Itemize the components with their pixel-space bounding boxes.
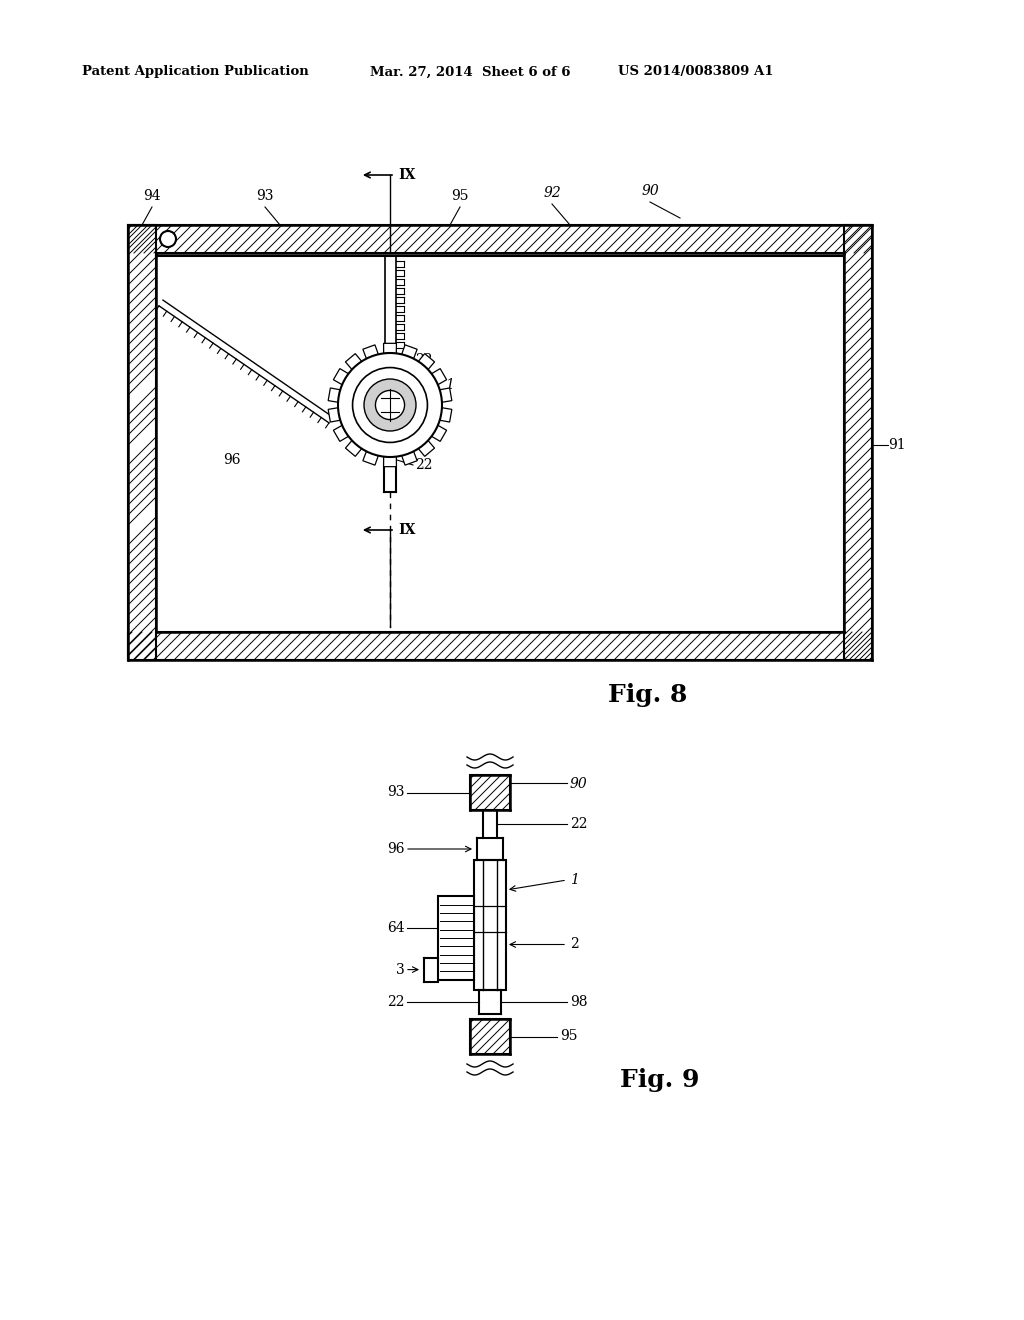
Polygon shape <box>401 451 417 465</box>
Bar <box>128 224 156 660</box>
Circle shape <box>338 352 442 457</box>
Text: Fig. 9: Fig. 9 <box>621 1068 699 1092</box>
Text: 95: 95 <box>452 189 469 203</box>
Bar <box>128 224 872 253</box>
Text: 90: 90 <box>641 183 658 198</box>
Text: 94: 94 <box>143 189 161 203</box>
Text: 90: 90 <box>570 777 588 792</box>
Polygon shape <box>345 441 361 457</box>
Polygon shape <box>419 441 434 457</box>
Polygon shape <box>419 354 434 370</box>
Text: 93: 93 <box>387 785 406 800</box>
Text: 3: 3 <box>396 962 406 977</box>
Text: IX: IX <box>398 168 416 182</box>
Circle shape <box>160 231 176 247</box>
Circle shape <box>376 391 404 420</box>
Text: Fig. 8: Fig. 8 <box>608 682 688 708</box>
Text: 22: 22 <box>415 458 432 473</box>
Polygon shape <box>431 425 446 441</box>
Text: Patent Application Publication: Patent Application Publication <box>82 66 309 78</box>
Polygon shape <box>334 368 348 384</box>
Polygon shape <box>328 388 340 403</box>
Text: 96: 96 <box>223 453 241 467</box>
Text: 2: 2 <box>570 937 579 952</box>
Bar <box>474 861 506 990</box>
Text: 64: 64 <box>387 921 406 935</box>
Text: IX: IX <box>398 523 416 537</box>
Polygon shape <box>384 457 396 467</box>
Polygon shape <box>431 368 446 384</box>
Text: 1: 1 <box>570 873 579 887</box>
Text: US 2014/0083809 A1: US 2014/0083809 A1 <box>618 66 773 78</box>
Text: 1: 1 <box>445 378 454 392</box>
Polygon shape <box>345 354 361 370</box>
Text: 22: 22 <box>415 352 432 367</box>
Text: 95: 95 <box>560 1030 578 1044</box>
Text: 22: 22 <box>387 995 406 1008</box>
Text: 22: 22 <box>570 817 588 832</box>
Bar <box>438 896 474 979</box>
Text: 96: 96 <box>387 842 406 855</box>
Circle shape <box>364 379 416 432</box>
Circle shape <box>352 367 427 442</box>
Text: 91: 91 <box>888 438 905 451</box>
Polygon shape <box>439 408 452 422</box>
Polygon shape <box>439 388 452 403</box>
Bar <box>470 775 510 810</box>
Polygon shape <box>334 425 348 441</box>
Polygon shape <box>362 451 378 465</box>
Bar <box>128 632 872 660</box>
Text: 92: 92 <box>543 186 561 201</box>
Polygon shape <box>362 345 378 359</box>
Text: 98: 98 <box>570 995 588 1008</box>
Polygon shape <box>384 343 396 354</box>
Bar <box>470 1019 510 1053</box>
Polygon shape <box>328 408 340 422</box>
Text: 93: 93 <box>256 189 273 203</box>
Text: Mar. 27, 2014  Sheet 6 of 6: Mar. 27, 2014 Sheet 6 of 6 <box>370 66 570 78</box>
Polygon shape <box>401 345 417 359</box>
Bar <box>844 224 872 660</box>
